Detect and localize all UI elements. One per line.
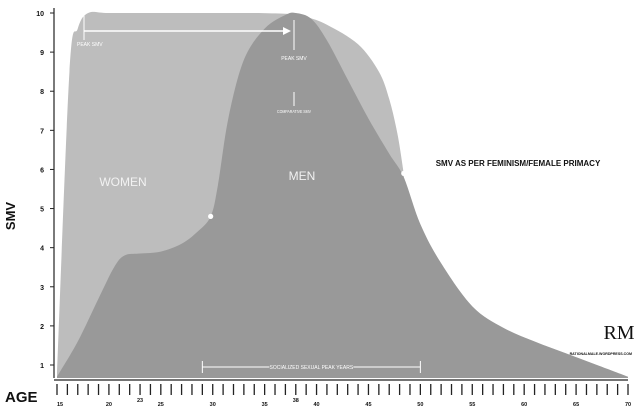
y-tick-label: 8 xyxy=(40,89,44,96)
women-label: WOMEN xyxy=(99,175,146,189)
y-tick-label: 5 xyxy=(40,207,44,214)
x-tick-label: 40 xyxy=(313,402,319,408)
marked-point xyxy=(208,213,214,219)
socialized-label: SOCIALIZED SEXUAL PEAK YEARS xyxy=(270,365,354,371)
x-tick-label: 60 xyxy=(521,402,527,408)
peak-women-label: PEAK SMV xyxy=(77,42,103,48)
x-tick-label: 38 xyxy=(293,398,299,404)
y-tick-label: 3 xyxy=(40,285,44,292)
x-axis-label: AGE xyxy=(5,389,38,406)
rm-logo: RM RATIONALMALE.WORDPRESS.COM xyxy=(570,315,635,356)
peak-men-label: PEAK SMV xyxy=(281,56,307,62)
x-tick-label: 15 xyxy=(57,402,63,408)
comparative-label: COMPARATIVE SMV xyxy=(277,109,312,114)
chart-title: SMV AS PER FEMINISM/FEMALE PRIMACY xyxy=(436,159,601,168)
y-tick-label: 1 xyxy=(40,363,44,370)
x-tick-label: 35 xyxy=(262,402,268,408)
marked-point xyxy=(401,170,407,176)
y-tick-label: 9 xyxy=(40,50,44,57)
men-area xyxy=(57,12,628,379)
x-tick-label: 50 xyxy=(417,402,423,408)
y-axis-label: SMV xyxy=(3,202,18,231)
y-axis-ticks: 1 2 3 4 5 6 7 8 9 10 xyxy=(36,11,54,370)
x-tick-label: 20 xyxy=(106,402,112,408)
rm-logo-box xyxy=(604,315,634,345)
x-tick-label: 65 xyxy=(573,402,579,408)
x-tick-label: 23 xyxy=(137,398,143,404)
peak-arrow-head xyxy=(283,27,291,35)
x-tick-label: 70 xyxy=(625,402,631,408)
y-tick-label: 7 xyxy=(40,128,44,135)
rm-logo-text: RM xyxy=(603,322,634,344)
x-tick-label: 45 xyxy=(365,402,371,408)
y-tick-label: 2 xyxy=(40,324,44,331)
x-tick-label: 25 xyxy=(158,402,164,408)
x-axis-ticks: 15 20 23 25 30 35 38 40 45 50 55 60 65 70 xyxy=(56,384,631,408)
y-tick-label: 6 xyxy=(40,167,44,174)
rm-logo-url: RATIONALMALE.WORDPRESS.COM xyxy=(570,352,632,356)
x-tick-label: 30 xyxy=(210,402,216,408)
men-label: MEN xyxy=(289,169,316,183)
y-tick-label: 4 xyxy=(40,246,44,253)
x-tick-label: 55 xyxy=(469,402,475,408)
y-tick-label: 10 xyxy=(36,11,44,18)
